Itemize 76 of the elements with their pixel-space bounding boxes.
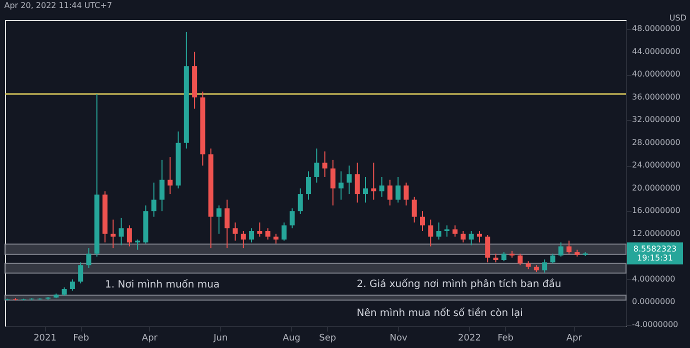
y-tick-label: 40.0000000 [632,70,680,79]
candlestick [168,156,173,195]
candlestick [354,162,360,204]
candlestick [240,230,246,249]
y-tick-label: 44.0000000 [632,46,680,56]
y-tick-label: -4.0000000 [632,320,678,329]
candlestick [428,219,434,247]
y-tick-label: 28.0000000 [632,138,680,147]
candlestick [135,239,140,250]
candlestick [485,234,490,263]
annotation: 2. Giá xuống nơi mình phân tích ban đầu [356,278,562,290]
candlestick [290,208,295,229]
candlestick [550,253,556,264]
candlestick [224,199,230,249]
x-tick-label: Feb [498,334,514,344]
candlestick [452,224,458,238]
candlestick [216,204,222,234]
text: 19:15:31 [637,253,673,262]
y-tick-label: 24.0000000 [632,160,680,170]
y-tick-label: 20.0000000 [632,183,680,192]
candlestick [396,176,401,204]
candlestick [70,278,75,292]
x-tick-label: Jun [212,334,228,344]
candlestick [468,230,474,246]
candlestick [282,222,287,242]
candlestick [387,179,392,206]
x-tick-label: Feb [73,334,90,344]
candlestick [346,165,352,195]
candlestick [314,148,320,184]
candlestick [322,150,328,178]
candlestick [460,230,466,243]
y-tick-label: 32.0000000 [632,115,680,124]
candlestick [338,170,344,200]
candlestick [436,222,442,240]
candlestick [518,253,523,266]
y-tick-label: 4.0000000 [632,274,676,284]
y-tick-label: 16.0000000 [632,206,680,216]
x-tick-label: 2022 [458,334,481,344]
candlestick [265,228,270,240]
y-axis-title: USD [669,14,686,22]
candlestick [78,262,84,284]
x-tick-label: Apr [566,334,582,344]
candlestick [558,242,564,258]
x-tick-label: Apr [142,334,158,344]
candlestick [86,248,92,268]
candlestick [363,176,368,204]
y-tick-label: 0.0000000 [632,297,676,306]
candlestick [420,210,425,232]
x-tick-label: Sep [319,334,336,344]
annotation: Nên mình mua nốt số tiền còn lại [356,306,523,319]
candlestick [298,188,303,214]
x-tick-label: 2021 [34,334,56,344]
candlestick [306,170,312,200]
y-tick-label: 12.0000000 [632,228,680,238]
candlestick [566,240,572,254]
candlestick [501,252,506,262]
chart-title: Apr 20, 2022 11:44 UTC+7 [4,1,112,10]
candlestick [542,258,548,274]
candlestick [151,182,156,218]
x-tick-label: Aug [282,334,300,344]
candlestick [412,196,417,223]
candlestick [404,182,409,206]
y-tick-label: 36.0000000 [632,92,680,102]
candlestick [232,222,238,242]
annotation: 1. Nơi mình muốn mua [105,278,220,290]
candlestick [257,222,262,238]
y-tick-label: 48.0000000 [632,24,680,34]
candlestick [379,176,384,198]
candlestick [159,159,164,212]
x-tick-label: Nov [390,334,408,344]
candlestick [126,224,132,247]
candlestick [118,217,124,246]
candlestick [330,159,336,206]
candlestick [273,233,278,244]
candlestick [249,228,254,243]
text: 8.5582323 [633,244,677,254]
